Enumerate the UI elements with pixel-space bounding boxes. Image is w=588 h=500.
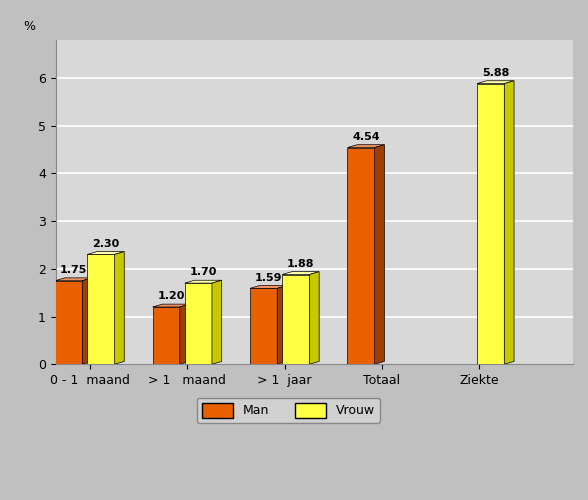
Polygon shape: [185, 280, 222, 283]
Polygon shape: [185, 283, 212, 364]
Y-axis label: %: %: [24, 20, 36, 33]
Text: 1.70: 1.70: [189, 268, 217, 278]
Polygon shape: [212, 280, 222, 364]
Text: 1.75: 1.75: [60, 265, 87, 275]
Text: 5.88: 5.88: [482, 68, 509, 78]
Text: 1.20: 1.20: [158, 291, 185, 301]
Polygon shape: [55, 278, 92, 280]
Polygon shape: [348, 144, 385, 148]
Polygon shape: [477, 80, 514, 84]
Polygon shape: [282, 272, 319, 274]
Polygon shape: [152, 307, 180, 364]
Text: 4.54: 4.54: [352, 132, 380, 142]
Polygon shape: [55, 280, 82, 364]
Polygon shape: [375, 144, 385, 364]
Polygon shape: [282, 274, 309, 364]
Polygon shape: [87, 254, 115, 364]
Polygon shape: [477, 84, 505, 364]
Polygon shape: [82, 278, 92, 364]
Polygon shape: [180, 304, 189, 364]
Text: 2.30: 2.30: [92, 238, 119, 248]
Polygon shape: [250, 288, 277, 364]
Polygon shape: [152, 304, 189, 307]
Legend: Man, Vrouw: Man, Vrouw: [197, 398, 380, 423]
Polygon shape: [115, 252, 124, 364]
Polygon shape: [309, 272, 319, 364]
Text: 1.88: 1.88: [287, 259, 315, 269]
Polygon shape: [277, 286, 287, 364]
Polygon shape: [505, 80, 514, 364]
Text: 1.59: 1.59: [255, 272, 282, 282]
Polygon shape: [87, 252, 124, 254]
Polygon shape: [348, 148, 375, 364]
Polygon shape: [250, 286, 287, 288]
